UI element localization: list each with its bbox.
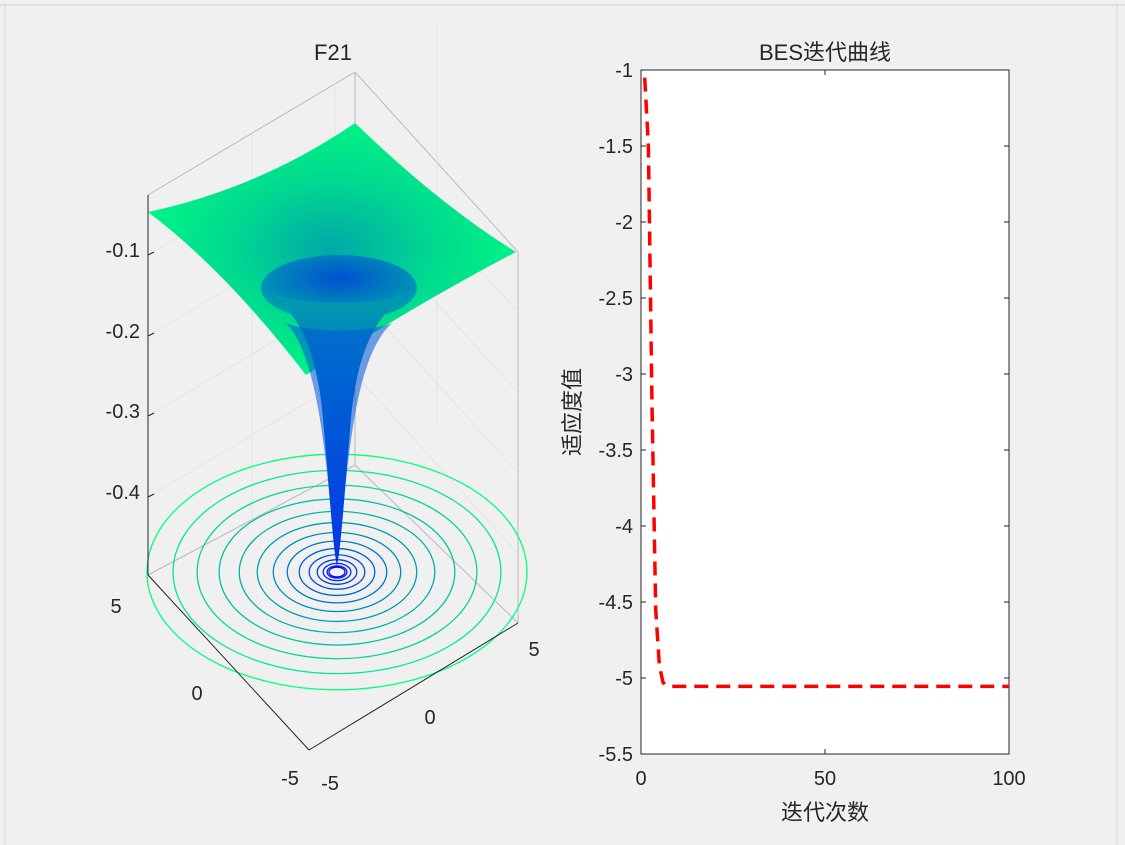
x-axis-label: 迭代次数 bbox=[781, 800, 869, 825]
x-tick-label: 0 bbox=[635, 768, 646, 790]
contour-line bbox=[328, 566, 346, 578]
y-axis-line bbox=[147, 574, 310, 751]
surface-plane bbox=[148, 123, 516, 375]
y-tick-label: -1.5 bbox=[599, 136, 633, 158]
x-tick-label: 100 bbox=[992, 768, 1025, 790]
x-ticks: -5 0 5 bbox=[321, 639, 539, 795]
y-tick-label: -4.5 bbox=[599, 592, 633, 614]
y-tick-label: -3 bbox=[615, 364, 633, 386]
y-tick-label: -4 bbox=[615, 516, 633, 538]
z-tick-mark bbox=[147, 332, 155, 337]
z-tick-mark bbox=[147, 493, 155, 498]
z-tick-label: -0.4 bbox=[106, 482, 140, 504]
y-tick-label: -2.5 bbox=[599, 288, 633, 310]
x-axis-line bbox=[308, 622, 519, 751]
y-tick-label: -5 bbox=[615, 668, 633, 690]
y-tick-label: -2 bbox=[615, 212, 633, 234]
surface-funnel-front bbox=[286, 323, 392, 566]
x-tick-label: 50 bbox=[814, 768, 836, 790]
z-tick-label: -0.1 bbox=[106, 240, 140, 262]
y-tick-label: -5.5 bbox=[599, 744, 633, 766]
x-tick-label: 5 bbox=[528, 639, 539, 661]
grid-line bbox=[354, 373, 519, 555]
line-chart-title: BES迭代曲线 bbox=[759, 40, 891, 65]
z-tick-mark bbox=[147, 412, 155, 417]
surface-title: F21 bbox=[314, 40, 352, 65]
z-tick-label: -0.3 bbox=[106, 401, 140, 423]
series-line bbox=[642, 77, 1009, 689]
y-tick-label: -3.5 bbox=[599, 440, 633, 462]
plot-area bbox=[640, 69, 1010, 755]
y-axis-label: 适应度值 bbox=[560, 368, 585, 456]
line-chart-axes: BES迭代曲线 迭代次数 适应度值 -1 -1.5 -2 -2.5 -3 -3.5 -4 -4… bbox=[560, 40, 1026, 825]
y-tick-label: -5 bbox=[281, 768, 299, 790]
y-tick-label: -1 bbox=[615, 60, 633, 82]
y-tick-label: 0 bbox=[191, 683, 202, 705]
z-tick-mark bbox=[147, 251, 155, 256]
y-ticks: -5 0 5 bbox=[110, 596, 298, 790]
x-tick-label: -5 bbox=[321, 773, 339, 795]
surface-axes: F21 -0.1 -0.2 -0.3 -0.4 -5 0 5 -5 0 5 bbox=[106, 23, 540, 795]
z-ticks: -0.1 -0.2 -0.3 -0.4 bbox=[106, 240, 155, 504]
line-ticks: -1 -1.5 -2 -2.5 -3 -3.5 -4 -4.5 -5 -5.50 50 100 bbox=[599, 60, 1026, 790]
x-tick-label: 0 bbox=[424, 707, 435, 729]
z-tick-label: -0.2 bbox=[106, 321, 140, 343]
y-tick-label: 5 bbox=[110, 596, 121, 618]
